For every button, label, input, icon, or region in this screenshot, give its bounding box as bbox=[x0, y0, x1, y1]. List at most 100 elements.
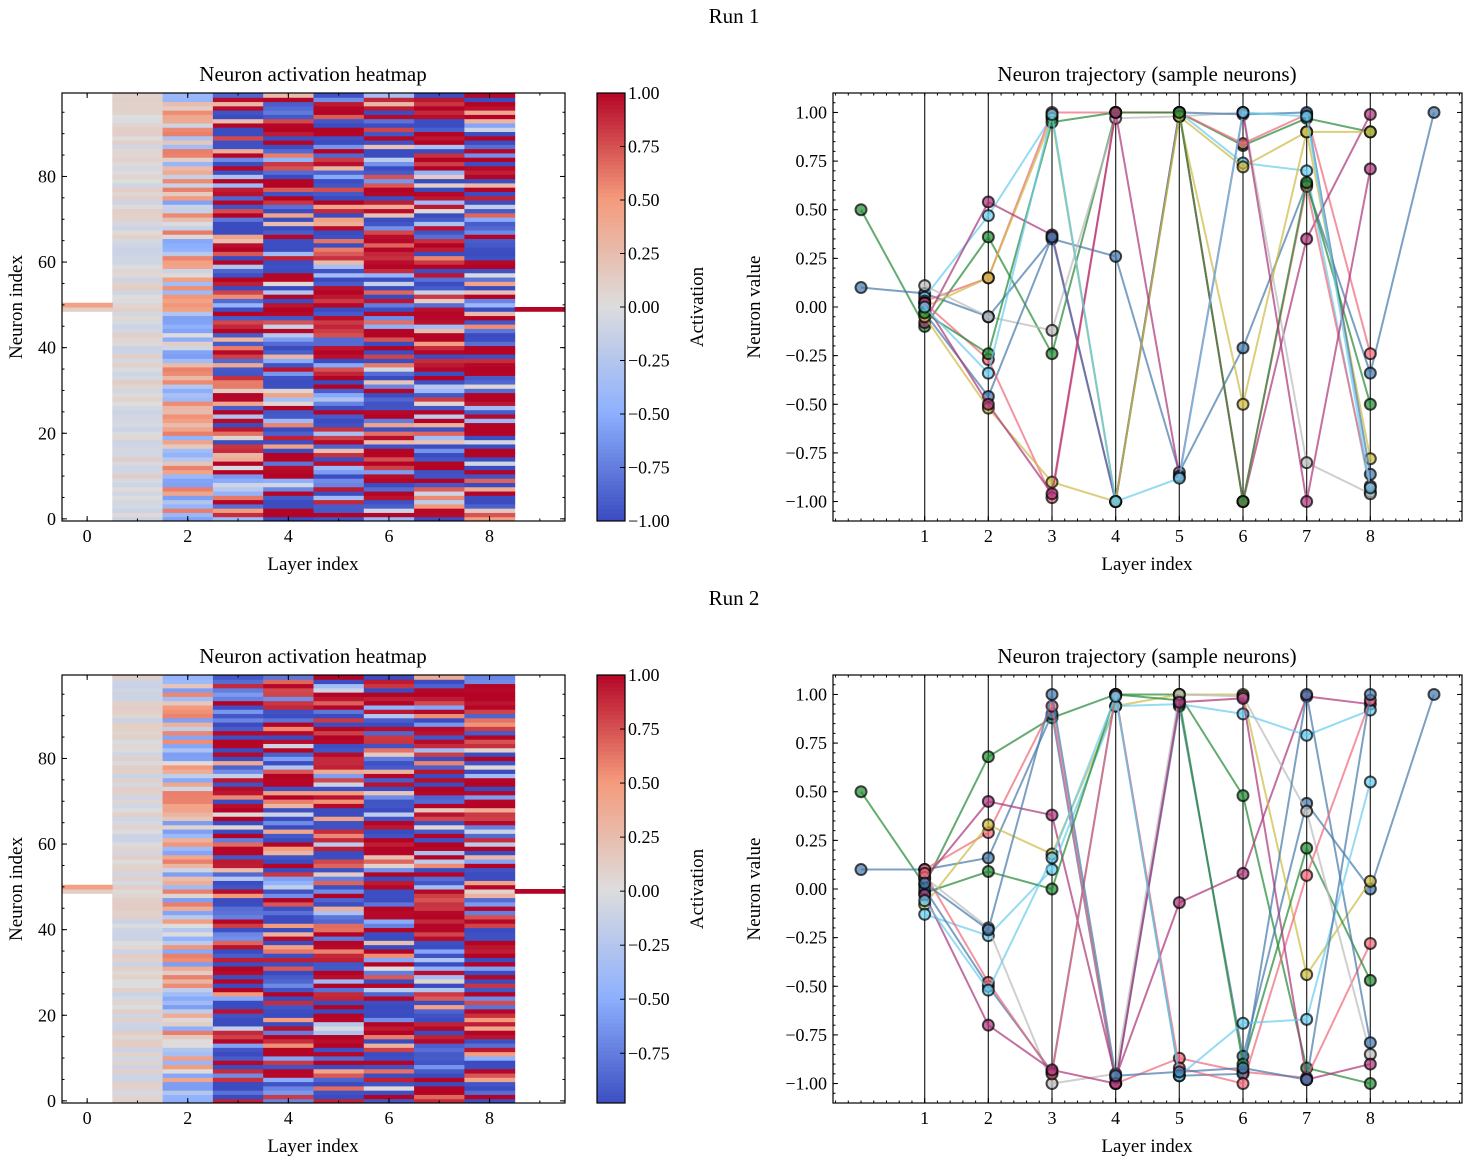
heatmap-cell bbox=[112, 923, 164, 929]
heatmap-cell bbox=[263, 473, 314, 479]
heatmap-cell bbox=[363, 747, 415, 753]
colorbar-segment bbox=[597, 751, 625, 756]
heatmap-cell bbox=[112, 135, 164, 141]
colorbar-segment bbox=[597, 373, 625, 378]
heatmap-cell bbox=[212, 187, 264, 192]
heatmap-cell bbox=[313, 255, 365, 261]
x-tick-label: 4 bbox=[284, 1108, 293, 1128]
heatmap-cell bbox=[112, 118, 164, 124]
heatmap-cell bbox=[162, 281, 214, 287]
colorbar-segment bbox=[597, 823, 625, 828]
heatmap-cell bbox=[414, 811, 465, 817]
heatmap-cell bbox=[162, 978, 214, 984]
heatmap-cell bbox=[414, 208, 465, 214]
heatmap-cell bbox=[263, 1034, 314, 1040]
heatmap-cell bbox=[313, 901, 365, 907]
heatmap-cell bbox=[313, 439, 365, 445]
heatmap-cell bbox=[464, 953, 516, 958]
heatmap-cell bbox=[414, 247, 465, 252]
colorbar-segment bbox=[597, 205, 625, 210]
y-tick-label: 80 bbox=[38, 166, 56, 186]
heatmap-cell bbox=[263, 354, 314, 359]
heatmap-cell bbox=[162, 850, 214, 856]
x-tick-label: 6 bbox=[1238, 526, 1247, 546]
heatmap-cell bbox=[212, 277, 264, 282]
heatmap-cell bbox=[363, 281, 415, 287]
heatmap-cell bbox=[62, 889, 113, 894]
heatmap-cell bbox=[464, 944, 516, 950]
trajectory-point bbox=[1045, 882, 1059, 896]
trajectory-point bbox=[1045, 347, 1059, 361]
colorbar-segment bbox=[597, 795, 625, 800]
x-tick-label: 6 bbox=[384, 1108, 393, 1128]
heatmap-cell bbox=[112, 302, 164, 308]
heatmap-cell bbox=[263, 889, 314, 894]
heatmap-cell bbox=[162, 242, 214, 248]
heatmap-cell bbox=[414, 696, 465, 702]
colorbar-segment bbox=[597, 297, 625, 302]
heatmap-cell bbox=[464, 234, 516, 240]
heatmap-cell bbox=[112, 341, 164, 347]
heatmap-cell bbox=[363, 889, 415, 894]
heatmap-cell bbox=[263, 824, 314, 830]
heatmap-cell bbox=[263, 200, 314, 205]
trajectory-point bbox=[1172, 105, 1186, 119]
heatmap-cell bbox=[212, 491, 264, 496]
heatmap-cell bbox=[414, 294, 465, 299]
colorbar-segment bbox=[597, 401, 625, 406]
heatmap-cell bbox=[414, 366, 465, 372]
heatmap-cell bbox=[313, 704, 365, 710]
heatmap-cell bbox=[464, 803, 516, 809]
x-tick-label: 8 bbox=[485, 526, 494, 546]
trajectory-point bbox=[981, 230, 995, 244]
heatmap-cell bbox=[162, 679, 214, 685]
trajectory-point bbox=[854, 281, 868, 295]
heatmap-cell bbox=[112, 191, 164, 197]
heatmap-cell bbox=[263, 966, 314, 971]
heatmap-cell bbox=[263, 495, 314, 501]
heatmap-cell bbox=[313, 1038, 365, 1044]
heatmap-cell bbox=[313, 127, 365, 133]
heatmap-cell bbox=[112, 491, 164, 496]
heatmap-cell bbox=[313, 122, 365, 128]
heatmap-cell bbox=[363, 824, 415, 830]
heatmap-cell bbox=[464, 966, 516, 971]
colorbar-segment bbox=[597, 675, 625, 680]
heatmap-cell bbox=[363, 893, 415, 899]
trajectory-line bbox=[923, 112, 1372, 502]
heatmap-cell bbox=[464, 182, 516, 188]
colorbar-segment bbox=[597, 967, 625, 972]
trajectory-point bbox=[1236, 105, 1250, 119]
heatmap-cell bbox=[313, 961, 365, 967]
y-tick-label: 80 bbox=[38, 748, 56, 768]
colorbar-tick-label: −0.50 bbox=[628, 404, 670, 424]
heatmap-cell bbox=[313, 110, 365, 115]
heatmap-cell bbox=[363, 289, 415, 295]
heatmap-cell bbox=[313, 752, 365, 757]
heatmap-cell bbox=[313, 341, 365, 347]
heatmap-cell bbox=[464, 443, 516, 449]
heatmap-cell bbox=[414, 961, 465, 967]
heatmap-cell bbox=[363, 298, 415, 304]
colorbar-segment bbox=[597, 289, 625, 294]
heatmap-cell bbox=[464, 298, 516, 304]
heatmap-cell bbox=[212, 850, 264, 856]
colorbar-segment bbox=[597, 1099, 625, 1104]
heatmap-cell bbox=[112, 987, 164, 993]
heatmap-cell bbox=[313, 824, 365, 830]
heatmap-cell bbox=[162, 807, 214, 813]
heatmap-cell bbox=[363, 734, 415, 740]
heatmap-cell bbox=[212, 157, 264, 162]
heatmap-cell bbox=[162, 311, 214, 317]
heatmap-cell bbox=[263, 140, 314, 145]
heatmap-cell bbox=[212, 1077, 264, 1083]
heatmap-cell bbox=[162, 1013, 214, 1018]
heatmap-cell bbox=[263, 722, 314, 727]
trajectory-point bbox=[1236, 1061, 1250, 1075]
heatmap-cell bbox=[263, 1030, 314, 1036]
x-tick-label: 4 bbox=[284, 526, 293, 546]
heatmap-cell bbox=[112, 1073, 164, 1078]
heatmap-cell bbox=[313, 328, 365, 334]
colorbar-segment bbox=[597, 1047, 625, 1052]
heatmap-cell bbox=[363, 1030, 415, 1036]
